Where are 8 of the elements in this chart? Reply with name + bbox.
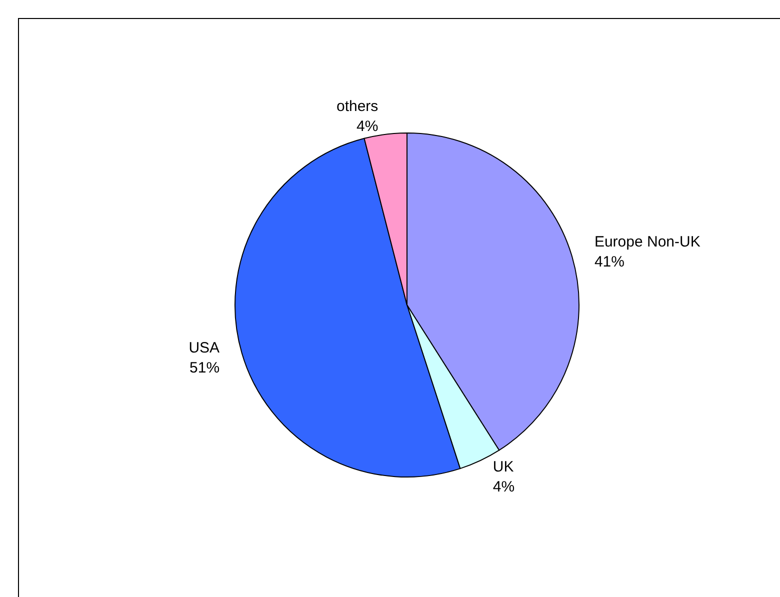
data-label: 4% <box>492 478 515 496</box>
slice-label: UK <box>492 458 514 476</box>
data-label: 51% <box>190 360 220 377</box>
data-label: 4% <box>356 118 378 135</box>
slice-label: others <box>336 98 378 115</box>
slice-label: USA <box>188 340 220 357</box>
slice-label: Europe Non-UK <box>594 233 700 250</box>
data-label: 41% <box>594 253 624 270</box>
